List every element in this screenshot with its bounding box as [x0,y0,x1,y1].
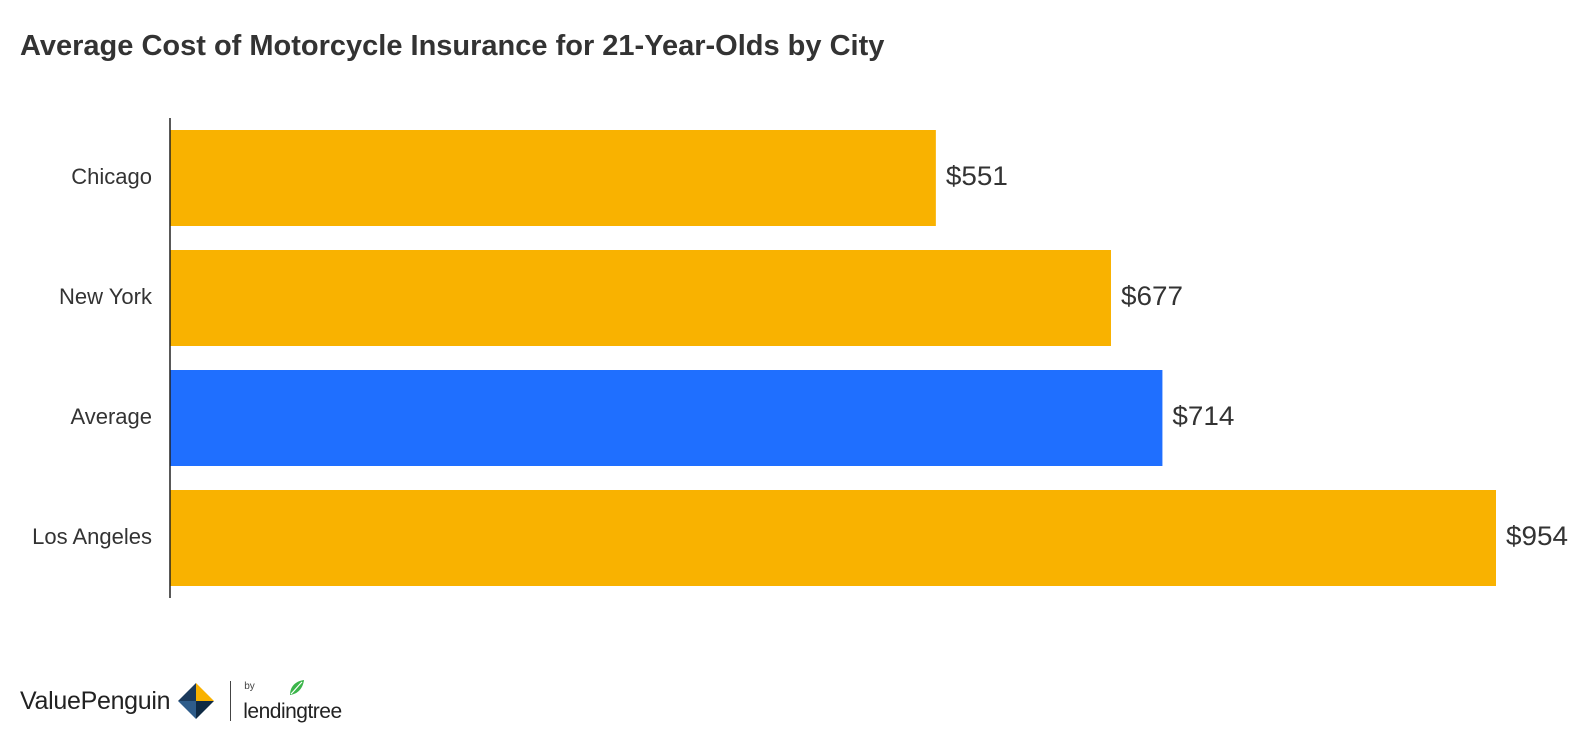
category-label-average: Average [70,404,152,429]
bar-los-angeles [170,490,1496,586]
lendingtree-wordmark: lendingtree [243,700,342,723]
value-label-los-angeles: $954 [1506,521,1568,551]
value-label-chicago: $551 [946,161,1008,191]
value-label-average: $714 [1172,401,1234,431]
category-label-chicago: Chicago [71,164,152,189]
leaf-icon [290,680,305,695]
by-label: by [244,681,255,692]
category-label-los-angeles: Los Angeles [32,524,152,549]
category-label-new-york: New York [59,284,153,309]
bar-new-york [170,250,1111,346]
footer-divider [230,681,232,721]
value-label-new-york: $677 [1121,281,1183,311]
valuepenguin-logo-icon [178,683,215,719]
footer-branding: ValuePenguin by lendingtree [20,676,342,726]
bar-chicago [170,130,936,226]
lendingtree-logo: by lendingtree [243,679,342,723]
valuepenguin-wordmark: ValuePenguin [20,686,171,715]
chart-title: Average Cost of Motorcycle Insurance for… [20,30,885,62]
bar-average [170,370,1163,466]
